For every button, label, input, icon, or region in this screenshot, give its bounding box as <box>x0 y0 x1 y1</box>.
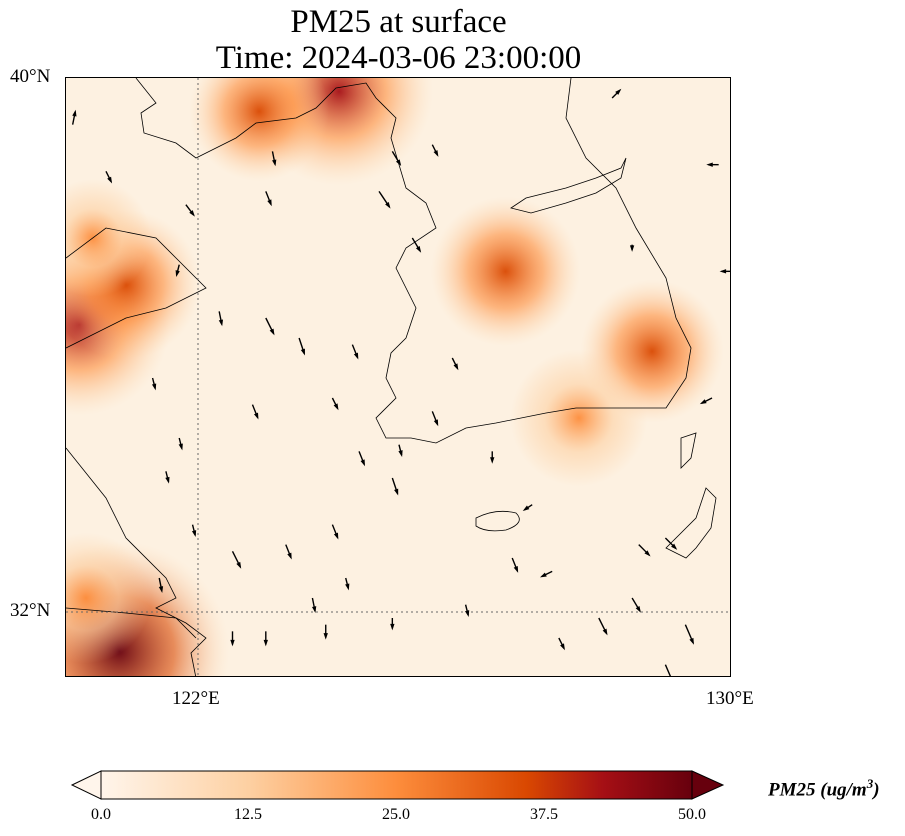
wind-arrow <box>629 244 635 252</box>
wind-arrow <box>158 577 164 593</box>
wind-arrow <box>231 551 242 569</box>
wind-arrow <box>631 597 641 613</box>
wind-arrow <box>684 624 694 645</box>
colorbar-tick: 12.5 <box>234 806 262 823</box>
colorbar-label-text: PM25 (ug/m <box>768 779 867 801</box>
wind-arrow <box>558 637 565 651</box>
wind-arrow <box>431 411 439 427</box>
wind-arrow <box>265 191 272 207</box>
map-title: PM25 at surface <box>290 4 507 40</box>
colorbar-tick: 50.0 <box>678 806 706 823</box>
wind-arrow <box>151 377 157 391</box>
colorbar-max-extend <box>691 770 725 800</box>
pm25-hotspot <box>510 349 648 487</box>
pm25-field <box>66 78 724 676</box>
pm25-hotspot <box>189 78 330 182</box>
map-time: Time: 2024-03-06 23:00:00 <box>215 40 582 76</box>
wind-arrow <box>345 577 350 591</box>
wind-arrow <box>522 504 533 511</box>
wind-arrow <box>185 204 195 217</box>
wind-arrow <box>398 444 403 458</box>
colorbar <box>70 770 725 800</box>
wind-arrow <box>331 524 339 540</box>
wind-arrow <box>664 664 672 676</box>
wind-arrow <box>263 631 268 647</box>
colorbar-gradient <box>100 770 693 800</box>
map-canvas <box>66 78 730 676</box>
wind-arrow <box>719 269 730 274</box>
wind-arrow <box>298 337 305 356</box>
wind-arrow <box>191 524 197 538</box>
wind-arrow <box>611 88 622 99</box>
wind-arrow <box>706 162 719 167</box>
pm25-hotspot <box>66 532 152 664</box>
wind-arrow <box>271 151 277 167</box>
wind-arrow <box>664 537 678 550</box>
wind-arrow <box>331 397 339 411</box>
wind-vectors <box>71 88 730 676</box>
wind-arrow <box>105 171 113 184</box>
lat-label-40n: 40°N <box>10 66 51 87</box>
colorbar-tick: 37.5 <box>530 806 558 823</box>
wind-arrow <box>411 237 422 253</box>
wind-arrow <box>511 557 519 573</box>
pm25-hotspot <box>430 196 581 347</box>
wind-arrow <box>638 544 651 557</box>
wind-arrow <box>175 264 180 278</box>
colorbar-label-end: ) <box>873 779 880 801</box>
wind-arrow <box>391 477 399 496</box>
pm25-hotspot <box>66 179 152 297</box>
wind-arrow <box>358 451 365 467</box>
colorbar-label-sup: 3 <box>866 776 874 791</box>
colorbar-tick: 0.0 <box>91 806 111 823</box>
wind-arrow <box>230 631 235 647</box>
wind-arrow <box>265 317 275 336</box>
pm25-map <box>65 77 731 677</box>
lon-label-122e: 122°E <box>172 688 220 709</box>
colorbar-min-extend <box>70 770 102 800</box>
lat-label-32n: 32°N <box>10 600 51 621</box>
wind-arrow <box>71 109 77 125</box>
wind-arrow <box>431 144 439 157</box>
wind-arrow <box>351 344 359 360</box>
gridlines <box>66 78 730 676</box>
wind-arrow <box>539 570 553 578</box>
coastlines <box>66 78 717 676</box>
wind-arrow <box>378 190 391 209</box>
lon-label-130e: 130°E <box>706 688 754 709</box>
wind-arrow <box>251 404 259 420</box>
wind-arrow <box>464 604 470 618</box>
wind-arrow <box>699 397 713 405</box>
wind-arrow <box>165 471 170 484</box>
colorbar-tick: 25.0 <box>382 806 410 823</box>
wind-arrow <box>390 618 395 631</box>
wind-arrow <box>218 311 224 327</box>
wind-arrow <box>490 451 495 464</box>
wind-arrow <box>285 544 292 560</box>
wind-arrow <box>311 597 317 613</box>
wind-arrow <box>178 437 183 451</box>
wind-arrow <box>391 150 402 167</box>
wind-arrow <box>451 357 459 371</box>
colorbar-label: PM25 (ug/m3) <box>768 776 880 801</box>
wind-arrow <box>323 624 328 640</box>
wind-arrow <box>598 617 608 636</box>
